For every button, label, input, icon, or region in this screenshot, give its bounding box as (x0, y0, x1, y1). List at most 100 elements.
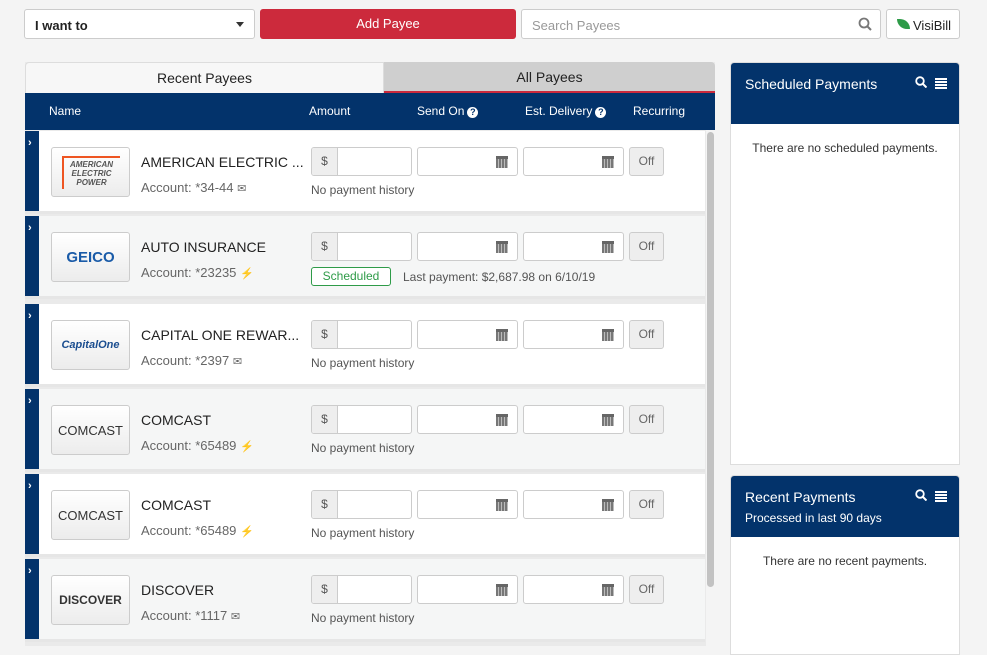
currency-addon: $ (312, 576, 338, 603)
send-on-date-input[interactable] (417, 232, 518, 261)
send-on-date-input[interactable] (417, 405, 518, 434)
delivery-date-input[interactable] (523, 405, 624, 434)
list-icon[interactable] (935, 491, 947, 502)
envelope-icon: ✉ (232, 356, 243, 368)
currency-addon: $ (312, 233, 338, 260)
payee-name[interactable]: COMCAST (141, 412, 211, 428)
account-number: Account: *23235 (141, 265, 237, 280)
envelope-icon: ✉ (237, 183, 247, 195)
delivery-date-input[interactable] (523, 232, 624, 261)
expand-chevron-icon[interactable]: › (25, 389, 39, 469)
action-select[interactable]: I want to (24, 9, 255, 39)
payee-row[interactable]: › CapitalOne CAPITAL ONE REWAR... Accoun… (25, 304, 705, 387)
calendar-icon[interactable] (496, 329, 508, 341)
delivery-date-input[interactable] (523, 575, 624, 604)
currency-addon: $ (312, 491, 338, 518)
recurring-toggle[interactable]: Off (629, 490, 664, 519)
calendar-icon[interactable] (602, 584, 614, 596)
expand-chevron-icon[interactable]: › (25, 304, 39, 384)
amount-input[interactable]: $ (311, 147, 412, 176)
payee-logo-text: CapitalOne (61, 339, 120, 351)
lightning-icon: ⚡ (240, 441, 254, 453)
payment-history: No payment history (311, 611, 415, 625)
payee-name[interactable]: AUTO INSURANCE (141, 239, 266, 255)
payee-logo: CapitalOne (51, 320, 130, 370)
col-name: Name (49, 104, 82, 118)
status-badge: Scheduled (311, 267, 391, 286)
currency-addon: $ (312, 321, 338, 348)
expand-chevron-icon[interactable]: › (25, 559, 39, 639)
amount-input[interactable]: $ (311, 405, 412, 434)
delivery-date-input[interactable] (523, 320, 624, 349)
tab-recent-payees[interactable]: Recent Payees (25, 62, 384, 93)
search-icon[interactable] (915, 76, 928, 89)
calendar-icon[interactable] (496, 584, 508, 596)
help-icon[interactable]: ? (467, 107, 479, 118)
scheduled-payments-panel: Scheduled Payments There are no schedule… (730, 62, 960, 465)
add-payee-button[interactable]: Add Payee (260, 9, 516, 39)
payee-name[interactable]: DISCOVER (141, 582, 215, 598)
delivery-date-input[interactable] (523, 147, 624, 176)
tab-all-payees[interactable]: All Payees (384, 62, 715, 93)
account-number: Account: *65489 (141, 438, 237, 453)
payee-account: Account: *1117 ✉ (141, 608, 240, 623)
action-select-label: I want to (35, 18, 88, 33)
calendar-icon[interactable] (602, 499, 614, 511)
search-icon[interactable] (915, 489, 928, 502)
calendar-icon[interactable] (496, 156, 508, 168)
search-input[interactable]: Search Payees (521, 9, 881, 39)
payee-row[interactable]: › AMERICAN ELECTRIC POWER AMERICAN ELECT… (25, 131, 705, 214)
calendar-icon[interactable] (602, 156, 614, 168)
delivery-date-input[interactable] (523, 490, 624, 519)
amount-input[interactable]: $ (311, 232, 412, 261)
recurring-toggle[interactable]: Off (629, 575, 664, 604)
search-icon[interactable] (858, 17, 872, 31)
caret-down-icon (236, 22, 244, 27)
list-icon[interactable] (935, 78, 947, 89)
calendar-icon[interactable] (602, 414, 614, 426)
expand-chevron-icon[interactable]: › (25, 474, 39, 554)
send-on-date-input[interactable] (417, 147, 518, 176)
payee-row[interactable]: › DISCOVER DISCOVER Account: *1117 ✉ $ O… (25, 559, 705, 642)
calendar-icon[interactable] (496, 414, 508, 426)
col-send-on: Send On? (417, 104, 479, 118)
expand-chevron-icon[interactable]: › (25, 216, 39, 296)
send-on-date-input[interactable] (417, 490, 518, 519)
recent-payments-panel: Recent Payments Processed in last 90 days… (730, 475, 960, 655)
recent-empty: There are no recent payments. (762, 554, 928, 568)
send-on-date-input[interactable] (417, 575, 518, 604)
scrollbar[interactable] (706, 130, 715, 646)
payee-logo: GEICO (51, 232, 130, 282)
help-icon[interactable]: ? (595, 107, 607, 118)
payee-name[interactable]: COMCAST (141, 497, 211, 513)
lightning-icon: ⚡ (240, 526, 254, 538)
amount-input[interactable]: $ (311, 490, 412, 519)
calendar-icon[interactable] (602, 241, 614, 253)
payee-row[interactable]: › COMCAST COMCAST Account: *65489 ⚡ $ Of… (25, 474, 705, 557)
payee-name[interactable]: CAPITAL ONE REWAR... (141, 327, 300, 343)
amount-input[interactable]: $ (311, 575, 412, 604)
payee-account: Account: *65489 ⚡ (141, 438, 254, 453)
account-number: Account: *1117 (141, 608, 228, 623)
recurring-toggle[interactable]: Off (629, 147, 664, 176)
expand-chevron-icon[interactable]: › (25, 131, 39, 211)
send-on-date-input[interactable] (417, 320, 518, 349)
calendar-icon[interactable] (602, 329, 614, 341)
recurring-toggle[interactable]: Off (629, 320, 664, 349)
calendar-icon[interactable] (496, 241, 508, 253)
payee-logo: COMCAST (51, 490, 130, 540)
scrollbar-thumb[interactable] (707, 132, 714, 587)
recurring-toggle[interactable]: Off (629, 405, 664, 434)
payee-name[interactable]: AMERICAN ELECTRIC ... (141, 154, 304, 170)
calendar-icon[interactable] (496, 499, 508, 511)
payee-row[interactable]: › GEICO AUTO INSURANCE Account: *23235 ⚡… (25, 216, 705, 299)
recurring-toggle[interactable]: Off (629, 232, 664, 261)
payee-account: Account: *23235 ⚡ (141, 265, 254, 280)
account-number: Account: *2397 (141, 353, 230, 368)
currency-addon: $ (312, 406, 338, 433)
payee-row[interactable]: › COMCAST COMCAST Account: *65489 ⚡ $ Of… (25, 389, 705, 472)
payment-history: No payment history (311, 441, 415, 455)
visibill-button[interactable]: VisiBill (886, 9, 960, 39)
account-number: Account: *34-44 (141, 180, 234, 195)
amount-input[interactable]: $ (311, 320, 412, 349)
